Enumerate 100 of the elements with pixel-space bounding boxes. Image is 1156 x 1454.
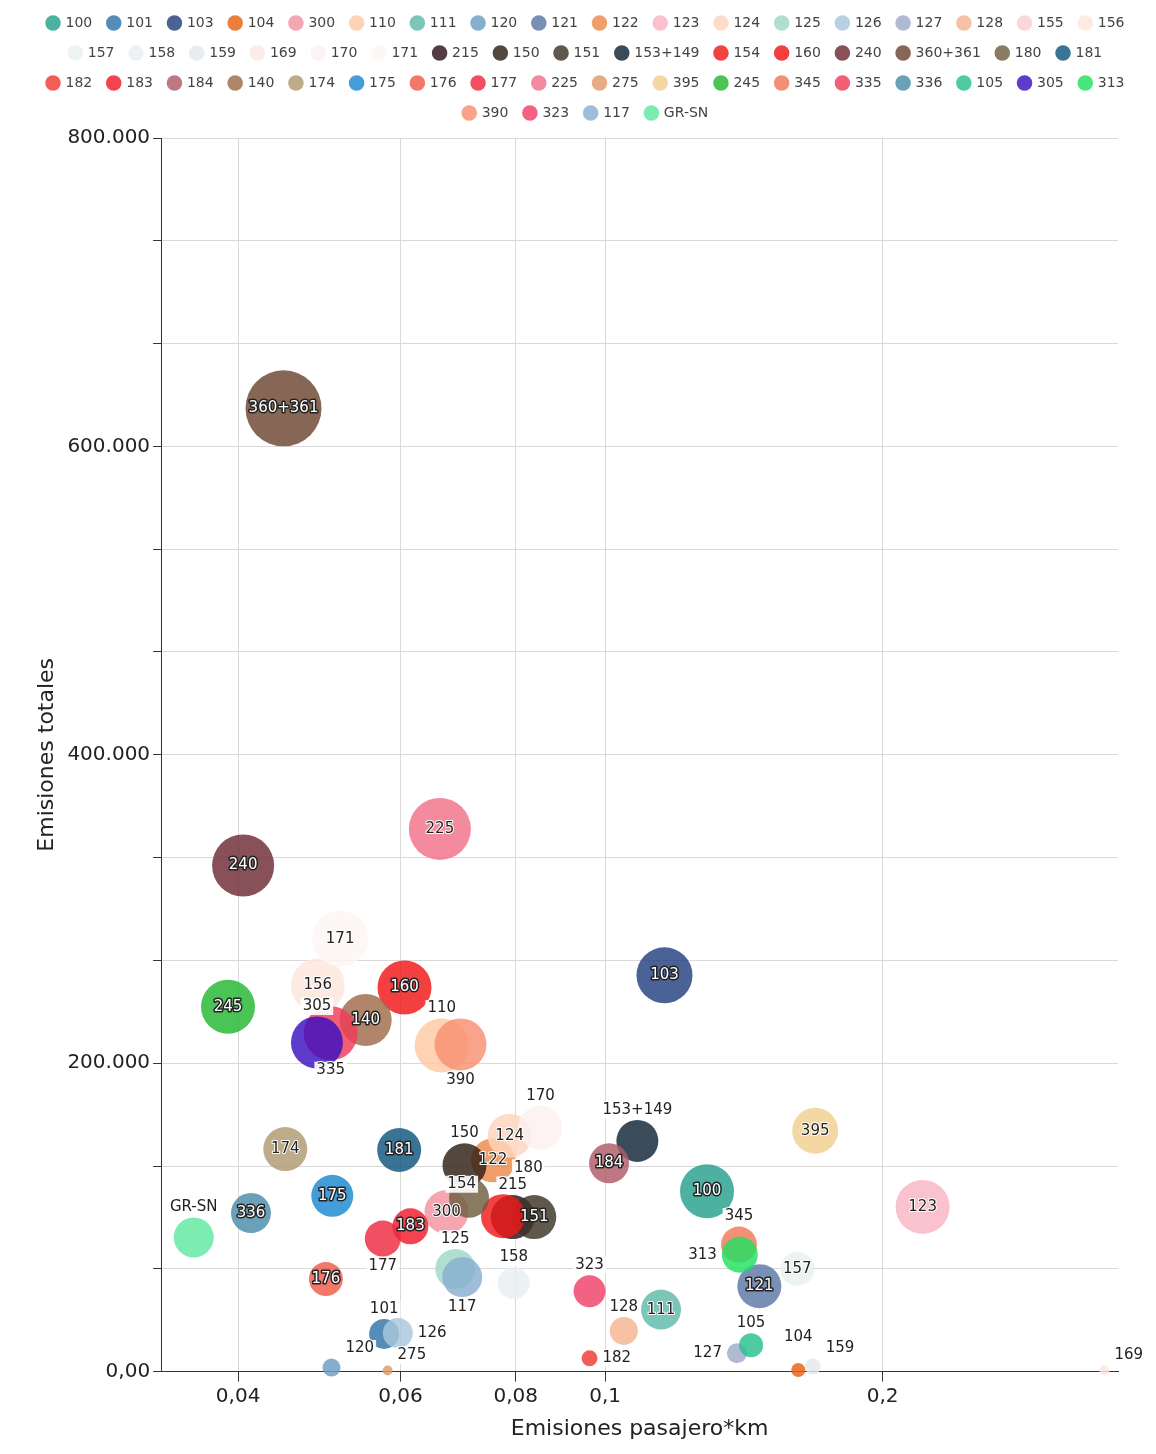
legend-label: 395: [672, 73, 700, 90]
x-tick-label: 0,1: [589, 1382, 621, 1407]
legend-label: 127: [915, 13, 943, 30]
legend-label: 335: [854, 73, 882, 90]
legend-label: 305: [1037, 73, 1064, 90]
text: 123: [908, 1196, 937, 1215]
text: 120: [345, 1338, 375, 1357]
text: 177: [368, 1256, 398, 1275]
text: 240: [228, 855, 258, 874]
y-tick-label: 200.000: [67, 1049, 151, 1074]
text: 104: [783, 1326, 813, 1345]
text: 159: [825, 1338, 855, 1357]
text: 335: [316, 1060, 346, 1079]
legend-label: 182: [65, 73, 93, 90]
text: 245: [213, 996, 243, 1015]
y-axis-title: Emisiones totales: [32, 657, 58, 852]
text: 183: [396, 1216, 425, 1235]
text: 126: [417, 1322, 447, 1341]
legend-label: 181: [1075, 43, 1103, 60]
text: 313: [688, 1244, 717, 1263]
legend-label: 153+149: [634, 43, 700, 60]
x-tick-label: 0,06: [378, 1382, 423, 1407]
legend-label: 120: [490, 13, 518, 30]
text: 275: [397, 1345, 427, 1364]
text: 184: [594, 1153, 624, 1172]
legend-label: 156: [1097, 13, 1125, 30]
legend-label: 177: [490, 73, 518, 90]
text: 117: [447, 1296, 477, 1315]
text: 111: [646, 1299, 676, 1318]
x-tick-label: 0,04: [215, 1382, 261, 1407]
text: 150: [450, 1123, 479, 1142]
x-axis-title: Emisiones pasajero*km: [510, 1414, 769, 1440]
legend-label: 240: [854, 43, 882, 60]
text: 171: [325, 928, 355, 947]
legend-label: 121: [551, 13, 579, 30]
legend-label: 128: [976, 13, 1004, 30]
text: 225: [425, 818, 455, 837]
text: 105: [736, 1313, 766, 1332]
text: 160: [390, 977, 419, 996]
text: 140: [351, 1009, 380, 1028]
text: 157: [782, 1258, 812, 1277]
text: 215: [498, 1174, 528, 1193]
text: 154: [447, 1174, 476, 1193]
legend-label: 100: [65, 13, 93, 30]
text: 169: [1114, 1345, 1144, 1364]
legend-label: 110: [369, 13, 396, 30]
text: 124: [495, 1125, 524, 1144]
legend-label: 101: [126, 13, 153, 30]
legend-label: 215: [452, 43, 479, 60]
legend-label: 155: [1037, 13, 1064, 30]
legend-label: GR-SN: [663, 103, 709, 120]
legend-label: 275: [612, 73, 639, 90]
text: 395: [800, 1120, 830, 1139]
legend-label: 180: [1014, 43, 1042, 60]
legend-label: 117: [603, 103, 630, 120]
text: 180: [514, 1157, 543, 1176]
legend-label: 122: [612, 13, 639, 30]
legend-label: 245: [733, 73, 761, 90]
x-tick-label: 0,2: [866, 1382, 899, 1407]
legend-label: 104: [247, 13, 275, 30]
legend-label: 169: [269, 43, 297, 60]
legend-label: 160: [794, 43, 821, 60]
legend-label: 157: [87, 43, 115, 60]
legend-label: 159: [209, 43, 236, 60]
legend-label: 360+361: [915, 43, 981, 60]
legend-label: 323: [542, 103, 570, 120]
legend-label: 154: [733, 43, 761, 60]
legend-label: 175: [369, 73, 396, 90]
legend-label: 225: [551, 73, 579, 90]
legend-label: 176: [429, 73, 457, 90]
text: 175: [317, 1185, 347, 1204]
text: 125: [440, 1228, 470, 1247]
text: 127: [693, 1343, 722, 1362]
legend-label: 124: [733, 13, 761, 30]
legend-label: 171: [391, 43, 419, 60]
text: 305: [302, 996, 332, 1015]
y-tick-label: 400.000: [67, 741, 151, 765]
legend-label: 126: [854, 13, 882, 30]
legend-label: 150: [512, 43, 540, 60]
legend-label: 170: [330, 43, 358, 60]
y-tick-label: 800.000: [67, 124, 151, 149]
text: 128: [609, 1296, 639, 1315]
legend-label: 123: [672, 13, 700, 30]
text: 390: [446, 1070, 475, 1089]
text: 170: [526, 1085, 555, 1104]
text: 110: [427, 998, 457, 1017]
y-tick-label: 0,00: [105, 1357, 151, 1382]
legend-label: 158: [148, 43, 176, 60]
text: 103: [650, 965, 679, 984]
legend-label: 151: [573, 43, 601, 60]
legend-label: 174: [308, 73, 336, 90]
text: GR-SN: [169, 1197, 218, 1216]
x-tick-label: 0,08: [493, 1382, 538, 1407]
text: 181: [384, 1139, 414, 1158]
legend-label: 125: [794, 13, 821, 30]
text: 360+361: [248, 398, 319, 417]
text: 323: [575, 1255, 604, 1274]
legend-label: 300: [308, 13, 336, 30]
text: 100: [692, 1181, 722, 1200]
text: 121: [745, 1276, 774, 1295]
